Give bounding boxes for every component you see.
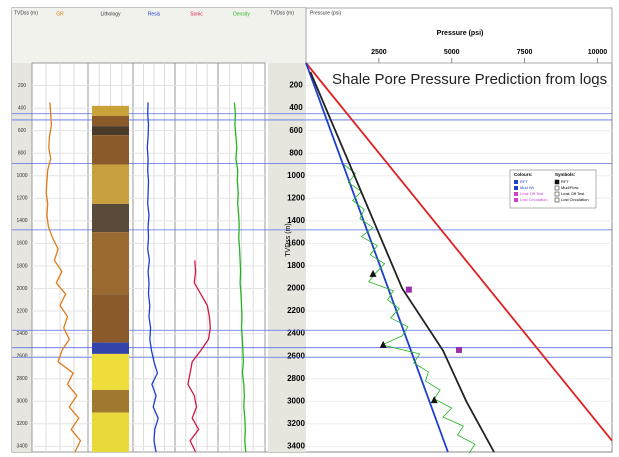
depth-column — [268, 63, 306, 452]
y-tick-label: 3200 — [287, 419, 305, 428]
track-title: Sonic — [190, 11, 203, 17]
lithology-interval — [92, 164, 129, 204]
y-tick-label: 1400 — [16, 218, 27, 224]
y-tick-label: 1600 — [287, 239, 305, 248]
track-title: GR — [56, 11, 64, 17]
log-curve — [45, 102, 82, 453]
x-axis-label: Pressure (psi) — [437, 30, 484, 37]
y-tick-label: 2400 — [287, 329, 305, 338]
y-tick-label: 1200 — [287, 193, 305, 202]
y-axis-label: TVDss (m) — [285, 223, 292, 256]
lithology-interval — [92, 135, 129, 165]
pressure-header — [305, 7, 613, 64]
y-tick-label: 800 — [289, 148, 303, 157]
log-curve — [233, 102, 247, 453]
y-tick-label: 3400 — [287, 441, 305, 450]
y-tick-label: 2000 — [16, 286, 27, 292]
legend-label: Leak Off Test — [561, 191, 585, 196]
pressure-line — [309, 71, 495, 453]
legend-label: Mud/Flow — [561, 185, 578, 190]
y-tick-label: 400 — [18, 105, 27, 111]
legend-box — [509, 169, 597, 209]
y-tick-label: 1800 — [16, 263, 27, 269]
y-tick-label: 200 — [289, 81, 303, 90]
legend-symbol — [554, 197, 560, 203]
track-title: Density — [233, 11, 250, 17]
legend-symbol — [554, 191, 560, 197]
chart-title: Shale Pore Pressure Prediction from logs — [332, 71, 607, 88]
x-tick-label: 7500 — [517, 49, 533, 56]
track-title: Lithology — [100, 11, 121, 17]
x-tick-label: 5000 — [444, 49, 460, 56]
rft-point — [430, 396, 438, 404]
lithology-interval — [92, 105, 129, 116]
y-tick-label: 3000 — [287, 396, 305, 405]
log-curve — [146, 102, 159, 453]
log-curve — [187, 260, 211, 453]
lost-circulation-point — [405, 286, 412, 293]
y-tick-label: 3200 — [16, 421, 27, 427]
y-tick-label: 2200 — [16, 308, 27, 314]
y-tick-label: 2600 — [287, 351, 305, 360]
lithology-interval — [92, 126, 129, 136]
lithology-interval — [92, 389, 129, 413]
y-tick-label: 2800 — [287, 374, 305, 383]
depth-header: TVDss (m) — [14, 10, 38, 16]
legend-symbol — [554, 179, 560, 185]
legend-symbol — [554, 185, 560, 191]
legend-label: Leak Off Test — [520, 191, 544, 196]
pressure-line — [305, 62, 449, 453]
pressure-line — [343, 164, 476, 454]
y-tick-label: 1600 — [16, 241, 27, 247]
y-tick-label: 2400 — [16, 331, 27, 337]
y-tick-label: 3400 — [16, 444, 27, 450]
x-tick-label: 2500 — [371, 49, 387, 56]
y-tick-label: 1200 — [16, 196, 27, 202]
lithology-interval — [92, 232, 129, 295]
legend-swatch — [514, 186, 518, 190]
y-tick-label: 1400 — [287, 216, 305, 225]
rft-point — [369, 269, 377, 277]
lithology-interval — [92, 115, 129, 127]
legend-label: RFT — [520, 179, 528, 184]
y-tick-label: 2000 — [287, 284, 305, 293]
y-tick-label: 200 — [18, 83, 27, 89]
y-tick-label: 1000 — [16, 173, 27, 179]
legend-swatch — [514, 192, 518, 196]
lithology-interval — [92, 412, 129, 452]
legend-title: Colours: — [514, 172, 533, 177]
legend-swatch — [514, 180, 518, 184]
y-tick-label: 1800 — [287, 261, 305, 270]
legend-label: RFT — [561, 179, 569, 184]
y-tick-label: 2200 — [287, 306, 305, 315]
legend-swatch — [514, 198, 518, 202]
y-tick-label: 3000 — [16, 399, 27, 405]
track-title: Resis — [148, 11, 161, 17]
y-tick-label: 1000 — [287, 171, 305, 180]
legend-title: Symbols: — [555, 172, 576, 177]
x-axis-header: Pressure (psi) — [310, 10, 341, 16]
depth-header: TVDss (m) — [270, 10, 294, 16]
y-tick-label: 600 — [18, 128, 27, 134]
rft-point — [379, 340, 387, 348]
lithology-interval — [92, 203, 129, 233]
y-tick-label: 400 — [289, 103, 303, 112]
lithology-interval — [92, 294, 129, 343]
legend-label: Mud Wt — [520, 185, 535, 190]
x-tick-label: 10000 — [588, 49, 608, 56]
depth-column — [12, 63, 32, 452]
legend-label: Lost Circulation — [561, 197, 589, 202]
lithology-interval — [92, 353, 129, 390]
y-tick-label: 2800 — [16, 376, 27, 382]
lost-circulation-point — [456, 346, 462, 353]
legend-label: Lost Circulation — [520, 197, 548, 202]
y-tick-label: 600 — [289, 126, 303, 135]
lithology-interval — [92, 342, 129, 354]
pressure-line — [305, 62, 613, 442]
y-tick-label: 800 — [18, 151, 27, 157]
y-tick-label: 2600 — [16, 353, 27, 359]
